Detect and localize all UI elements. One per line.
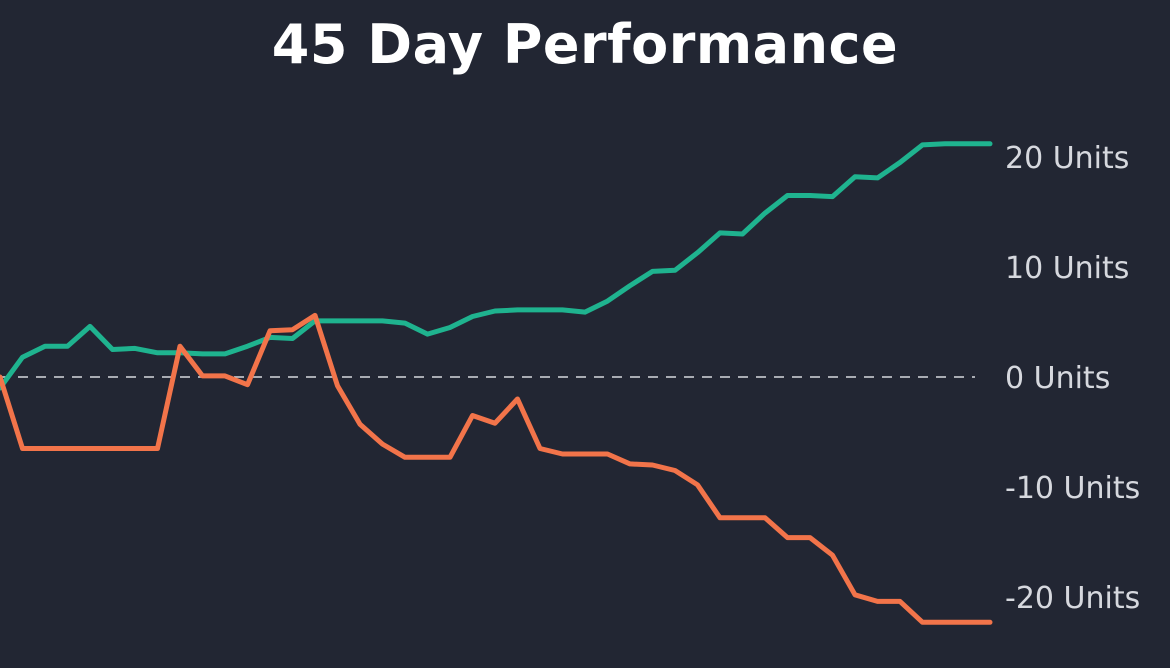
series-line-1 — [0, 141, 993, 391]
y-tick-label: 10 Units — [1005, 251, 1129, 286]
y-tick-label: -20 Units — [1005, 581, 1140, 616]
series-layer — [0, 141, 993, 625]
y-tick-label: 20 Units — [1005, 141, 1129, 176]
chart-title: 45 Day Performance — [271, 13, 899, 76]
y-axis-tick-labels: 20 Units 10 Units 0 Units -10 Units -20 Unit… — [1005, 141, 1140, 616]
y-tick-label: -10 Units — [1005, 471, 1140, 506]
y-tick-label: 0 Units — [1005, 361, 1110, 396]
series-line-2 — [0, 312, 993, 625]
